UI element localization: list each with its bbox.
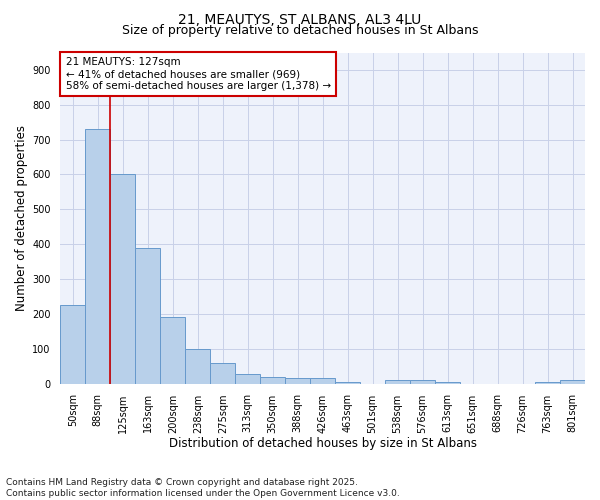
Text: Size of property relative to detached houses in St Albans: Size of property relative to detached ho… [122, 24, 478, 37]
Bar [410, 380, 435, 384]
Text: 21, MEAUTYS, ST ALBANS, AL3 4LU: 21, MEAUTYS, ST ALBANS, AL3 4LU [178, 12, 422, 26]
Bar [435, 382, 460, 384]
Bar [110, 174, 136, 384]
Text: Contains HM Land Registry data © Crown copyright and database right 2025.
Contai: Contains HM Land Registry data © Crown c… [6, 478, 400, 498]
Text: 21 MEAUTYS: 127sqm
← 41% of detached houses are smaller (969)
58% of semi-detach: 21 MEAUTYS: 127sqm ← 41% of detached hou… [65, 58, 331, 90]
Bar [310, 378, 335, 384]
Bar [385, 380, 410, 384]
Bar [535, 382, 560, 384]
Bar [285, 378, 310, 384]
X-axis label: Distribution of detached houses by size in St Albans: Distribution of detached houses by size … [169, 437, 476, 450]
Y-axis label: Number of detached properties: Number of detached properties [15, 125, 28, 311]
Bar [160, 318, 185, 384]
Bar [335, 382, 360, 384]
Bar [235, 374, 260, 384]
Bar [136, 248, 160, 384]
Bar [61, 305, 85, 384]
Bar [210, 364, 235, 384]
Bar [260, 376, 285, 384]
Bar [85, 129, 110, 384]
Bar [185, 349, 210, 384]
Bar [560, 380, 585, 384]
